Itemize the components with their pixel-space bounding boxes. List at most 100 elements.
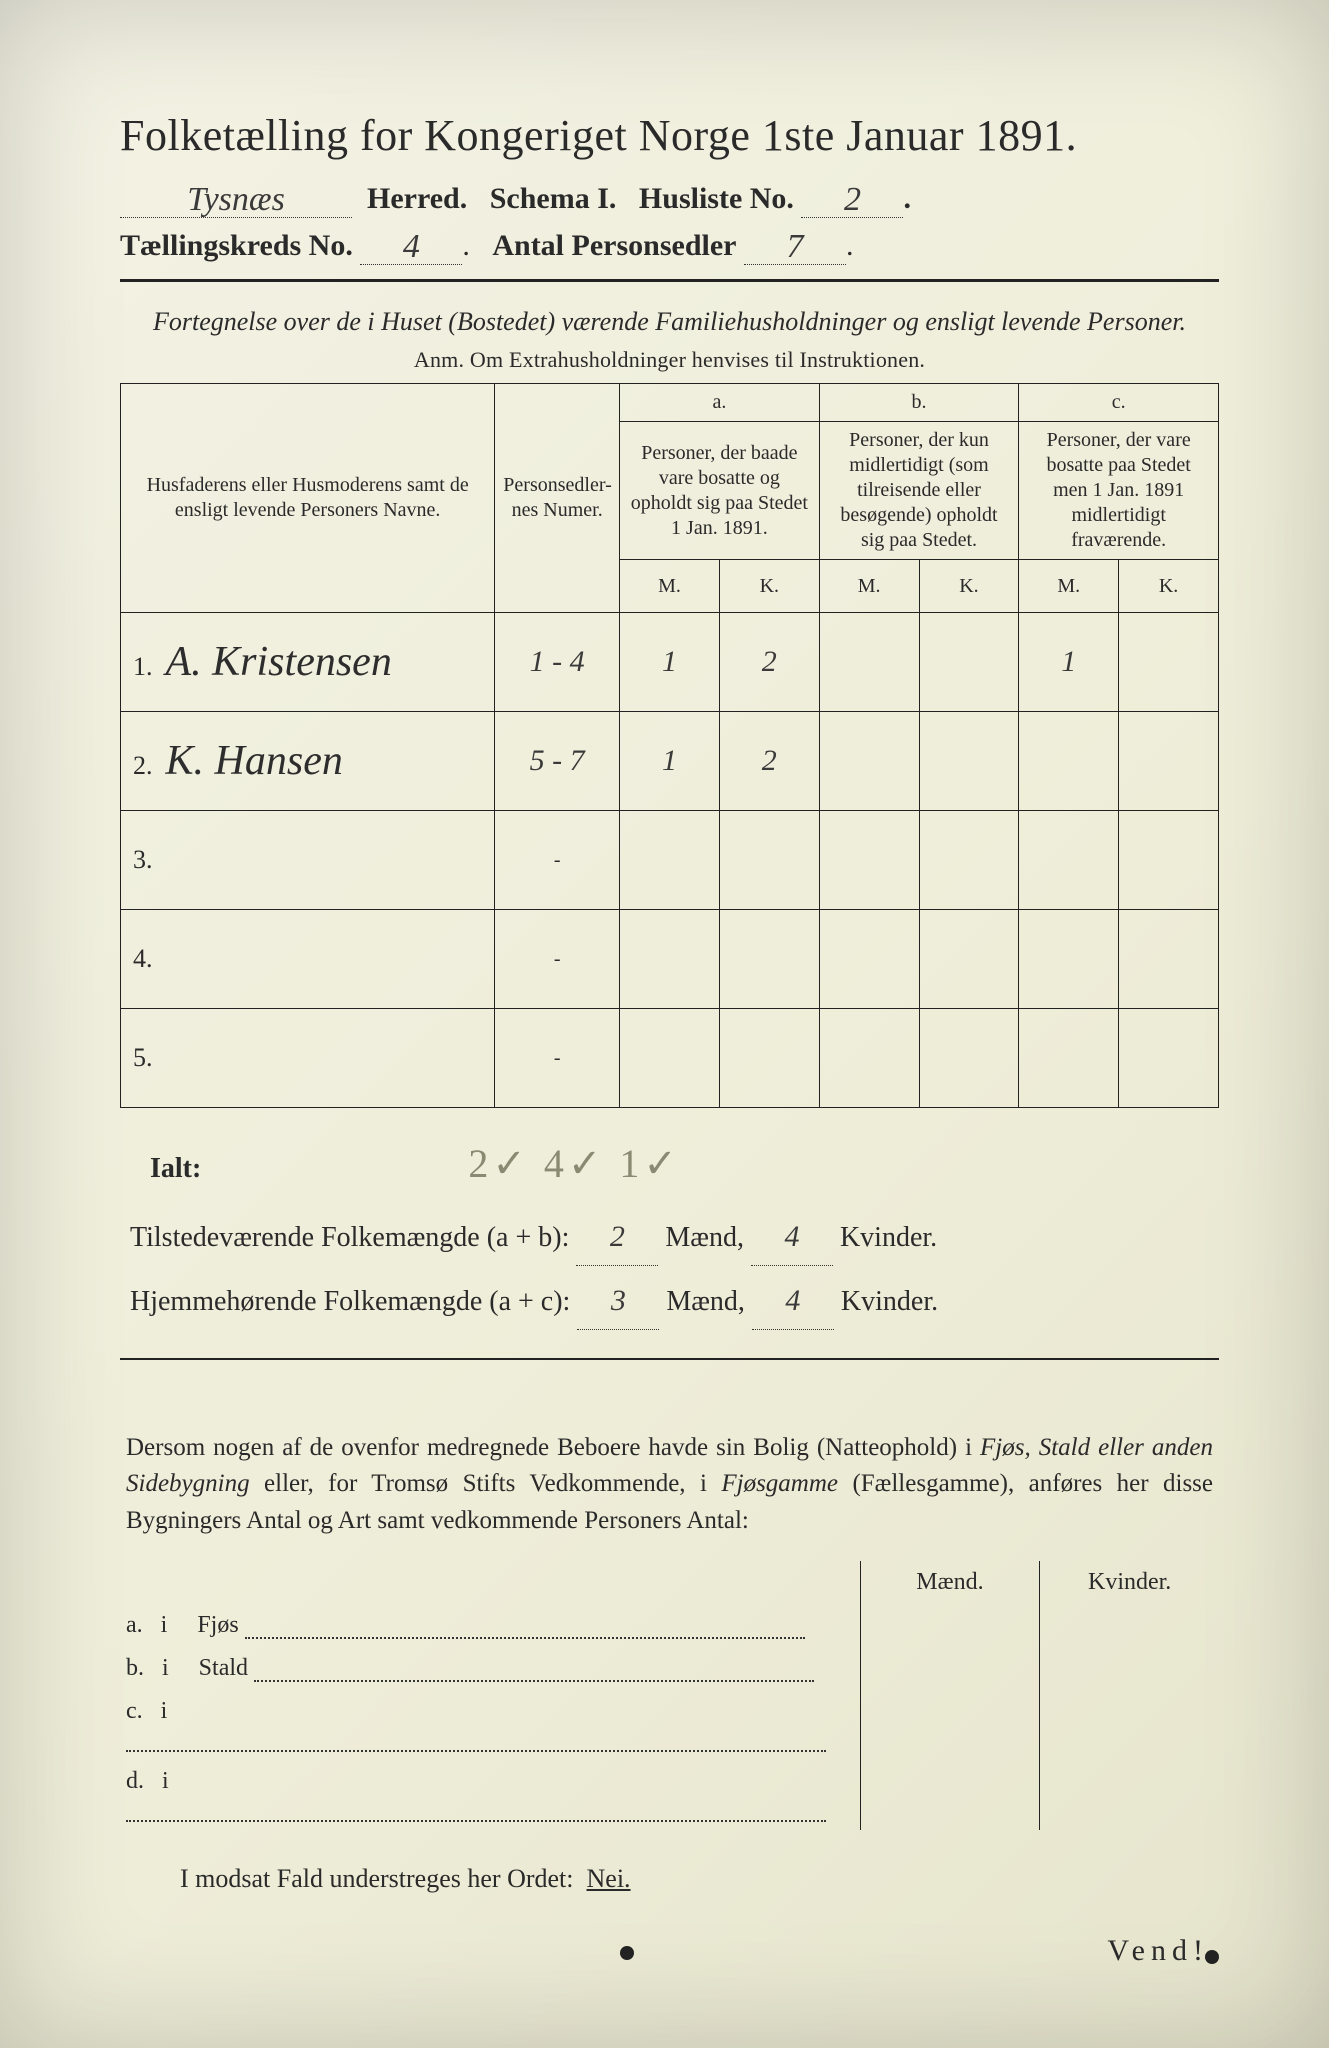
maend-label-2: Mænd, — [666, 1286, 745, 1317]
col-a-M: M. — [620, 560, 720, 613]
row-name-cell: 3. — [121, 811, 495, 910]
col-b-letter: b. — [819, 384, 1019, 422]
nei-label: I modsat Fald understreges her Ordet: — [180, 1864, 574, 1893]
row-aM — [620, 811, 720, 910]
sub-row-i: i — [161, 1612, 168, 1638]
kvinder-label-2: Kvinder. — [841, 1286, 938, 1317]
ink-blot — [620, 1946, 634, 1960]
pencil-tally: 2✓ 4✓ 1✓ — [468, 1141, 681, 1186]
row-name-cell: 5. — [121, 1009, 495, 1108]
col-b-text: Personer, der kun midlertidigt (som tilr… — [819, 422, 1019, 560]
cell-val: 1 — [662, 744, 677, 777]
form-anm-note: Anm. Om Extrahusholdninger henvises til … — [120, 347, 1219, 373]
table-row: 4. - — [121, 910, 1219, 1009]
row-number: 5. — [133, 1043, 153, 1072]
sub-head-K: Kvinder. — [1040, 1561, 1219, 1604]
row-bK — [919, 613, 1019, 712]
row-aK: 2 — [719, 613, 819, 712]
totals-block: Ialt: 2✓ 4✓ 1✓ Tilstedeværende Folkemæng… — [120, 1126, 1219, 1330]
row-num-cell: - — [495, 910, 620, 1009]
totals-ab-label: Tilstedeværende Folkemængde (a + b): — [130, 1222, 569, 1253]
sub-row-letter: a. — [126, 1612, 143, 1638]
herred-value: Tysnæs — [187, 181, 285, 218]
col-b-M: M. — [819, 560, 919, 613]
table-row: 2. K. Hansen 5 - 7 1 2 — [121, 712, 1219, 811]
sub-row-K — [1040, 1647, 1219, 1690]
row-cM — [1019, 811, 1119, 910]
table-row: 5. - — [121, 1009, 1219, 1108]
ialt-label: Ialt: — [150, 1153, 201, 1184]
sub-row-i: i — [162, 1768, 169, 1794]
row-number: 1. — [133, 652, 153, 681]
kreds-field: 4 — [360, 226, 462, 265]
row-num-val: 1 - 4 — [530, 645, 585, 678]
totals-ac-M: 3 — [611, 1284, 626, 1317]
form-title: Folketælling for Kongeriget Norge 1ste J… — [120, 110, 1219, 161]
cell-val: 2 — [762, 744, 777, 777]
vend-label: Vend! — [1107, 1934, 1209, 1968]
form-subheading: Fortegnelse over de i Huset (Bostedet) v… — [150, 304, 1189, 339]
col-names-header-text: Husfaderens eller Husmoderens samt de en… — [147, 474, 469, 521]
totals-ac-K-field: 4 — [752, 1272, 834, 1330]
totals-ab-K: 4 — [784, 1220, 799, 1253]
sub-row-M — [860, 1604, 1040, 1647]
col-c-K: K. — [1119, 560, 1219, 613]
sub-row-M — [860, 1690, 1040, 1760]
row-aM — [620, 910, 720, 1009]
dotfill — [126, 1728, 826, 1752]
maend-label-1: Mænd, — [665, 1222, 744, 1253]
dotfill — [254, 1658, 814, 1682]
note-i2: Fjøsgamme — [721, 1470, 838, 1497]
row-cK — [1119, 712, 1219, 811]
totals-line-ab: Tilstedeværende Folkemængde (a + b): 2 M… — [130, 1208, 1219, 1266]
row-name-cell: 4. — [121, 910, 495, 1009]
row-aM — [620, 1009, 720, 1108]
nei-word: Nei. — [587, 1864, 631, 1893]
row-bK — [919, 712, 1019, 811]
row-num-cell: - — [495, 811, 620, 910]
row-cM — [1019, 910, 1119, 1009]
row-cK — [1119, 910, 1219, 1009]
sub-row-i: i — [161, 1698, 168, 1724]
subtable-row: d. i — [120, 1760, 1219, 1830]
header-line-kreds: Tællingskreds No. 4 . Antal Personsedler… — [120, 226, 1219, 265]
row-bM — [819, 1009, 919, 1108]
subtable-row: a. i Fjøs — [120, 1604, 1219, 1647]
subtable-spacer — [120, 1561, 860, 1604]
col-a-K: K. — [719, 560, 819, 613]
row-aK — [719, 910, 819, 1009]
sub-row-label: Stald — [199, 1655, 248, 1681]
sub-row-letter: b. — [126, 1655, 144, 1681]
row-name: A. Kristensen — [166, 639, 392, 685]
husliste-label: Husliste No. — [639, 182, 794, 215]
subtable-head-row: Mænd. Kvinder. — [120, 1561, 1219, 1604]
row-number: 3. — [133, 845, 153, 874]
note-t2: eller, for Tromsø Stifts Vedkommende, i — [264, 1470, 721, 1497]
totals-line-ac: Hjemmehørende Folkemængde (a + c): 3 Mæn… — [130, 1272, 1219, 1330]
sub-row-K — [1040, 1760, 1219, 1830]
kvinder-label-1: Kvinder. — [840, 1222, 937, 1253]
row-num-cell: 5 - 7 — [495, 712, 620, 811]
antal-field: 7 — [744, 226, 846, 265]
row-cK — [1119, 613, 1219, 712]
cell-val: 2 — [762, 645, 777, 678]
row-name-cell: 1. A. Kristensen — [121, 613, 495, 712]
row-aK — [719, 1009, 819, 1108]
totals-ab-M-field: 2 — [576, 1208, 658, 1266]
row-num-cell: 1 - 4 — [495, 613, 620, 712]
col-num-header: Personsedler-nes Numer. — [495, 384, 620, 613]
totals-ab-M: 2 — [610, 1220, 625, 1253]
row-aM: 1 — [620, 613, 720, 712]
col-names-header: Husfaderens eller Husmoderens samt de en… — [121, 384, 495, 613]
sub-row-letter: c. — [126, 1698, 143, 1724]
sub-head-M: Mænd. — [860, 1561, 1040, 1604]
subtable-row: c. i — [120, 1690, 1219, 1760]
row-cK — [1119, 811, 1219, 910]
row-num-cell: - — [495, 1009, 620, 1108]
table-row: 1. A. Kristensen 1 - 4 1 2 1 — [121, 613, 1219, 712]
row-bM — [819, 811, 919, 910]
census-table-head: Husfaderens eller Husmoderens samt de en… — [121, 384, 1219, 613]
row-aK — [719, 811, 819, 910]
row-bK — [919, 811, 1019, 910]
row-name: K. Hansen — [166, 738, 343, 784]
